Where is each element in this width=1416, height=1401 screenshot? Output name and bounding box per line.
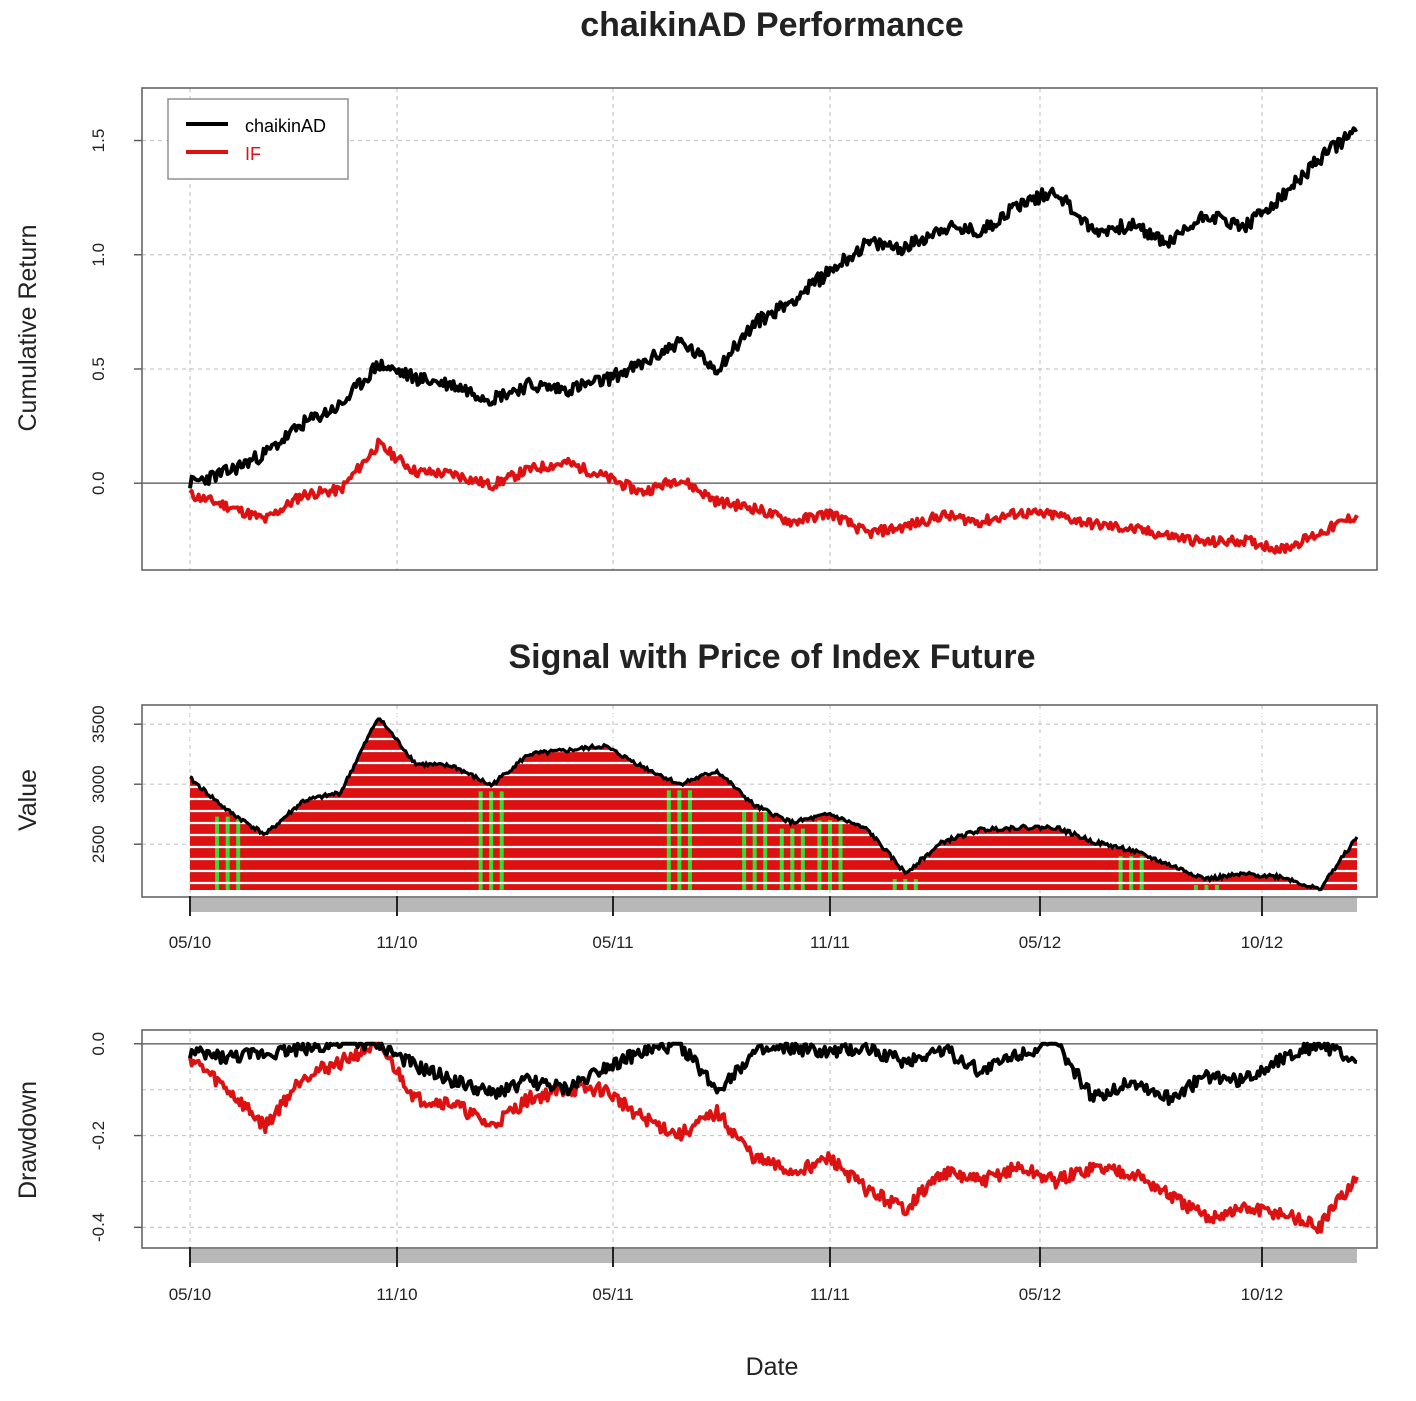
yticks-drawdown: 0.0 -0.2 -0.4 <box>89 1032 142 1242</box>
xticks-signal: 05/10 11/10 05/11 11/11 05/12 10/12 <box>169 896 1357 952</box>
series-line-IF <box>188 437 1359 555</box>
plot-signal <box>189 713 1359 892</box>
signal-xtick-label-4: 05/12 <box>1019 933 1062 952</box>
drawdown-xtick-label-1: 11/10 <box>376 1285 417 1304</box>
signal-xtick-label-0: 05/10 <box>169 933 212 952</box>
drawdown-xtick-label-5: 10/12 <box>1241 1285 1284 1304</box>
signal-xtick-label-5: 10/12 <box>1241 933 1284 952</box>
plot-box-drawdown <box>141 1029 1378 1249</box>
value-ytick-label-1: 3000 <box>89 765 108 803</box>
plot-box-signal <box>141 704 1378 898</box>
perf-ytick-label-0: 0.0 <box>89 471 108 495</box>
legend-label-IF: IF <box>245 144 261 164</box>
grid-performance <box>142 88 1377 570</box>
signal-xtick-label-1: 11/10 <box>376 933 417 952</box>
plot-drawdown <box>142 1041 1377 1235</box>
plot-performance <box>142 126 1377 555</box>
yticks-performance: 0.0 0.5 1.0 1.5 <box>89 129 142 495</box>
value-ytick-label-2: 3500 <box>89 705 108 743</box>
perf-ytick-label-2: 1.0 <box>89 243 108 267</box>
signal-xtick-label-2: 05/11 <box>592 933 633 952</box>
drawdown-xtick-label-3: 11/11 <box>810 1285 850 1304</box>
series-line-IF <box>188 1041 1359 1235</box>
grid-drawdown <box>142 1030 1377 1248</box>
yticks-signal: 2500 3000 3500 <box>89 705 142 863</box>
series-line-chaikinAD <box>188 126 1359 489</box>
plot-box-performance <box>141 87 1378 571</box>
xlabel-date: Date <box>746 1353 799 1381</box>
drawdown-xtick-label-4: 05/12 <box>1019 1285 1062 1304</box>
xticks-drawdown: 05/10 11/10 05/11 11/11 05/12 10/12 <box>169 1247 1357 1304</box>
series-line-chaikinAD <box>188 1041 1358 1106</box>
perf-ytick-label-1: 0.5 <box>89 357 108 381</box>
ylabel-drawdown: Drawdown <box>14 1081 42 1199</box>
perf-ytick-label-3: 1.5 <box>89 129 108 153</box>
legend-label-chaikinAD: chaikinAD <box>245 116 326 136</box>
ylabel-value: Value <box>14 769 42 831</box>
chart-title-performance: chaikinAD Performance <box>580 6 964 44</box>
chart-title-signal: Signal with Price of Index Future <box>508 638 1035 676</box>
signal-date-band <box>190 898 1357 912</box>
ylabel-cumulative-return: Cumulative Return <box>14 224 42 431</box>
drawdown-ytick-label-1: -0.2 <box>89 1121 108 1150</box>
legend-box <box>167 98 349 180</box>
drawdown-ytick-label-0: 0.0 <box>89 1032 108 1056</box>
drawdown-xtick-label-0: 05/10 <box>169 1285 212 1304</box>
legend: chaikinAD IF <box>167 98 349 180</box>
drawdown-ytick-label-2: -0.4 <box>89 1213 108 1242</box>
value-ytick-label-0: 2500 <box>89 825 108 863</box>
price-line <box>189 717 1359 892</box>
drawdown-xtick-label-2: 05/11 <box>592 1285 633 1304</box>
signal-xtick-label-3: 11/11 <box>810 933 850 952</box>
drawdown-date-band <box>190 1249 1357 1263</box>
